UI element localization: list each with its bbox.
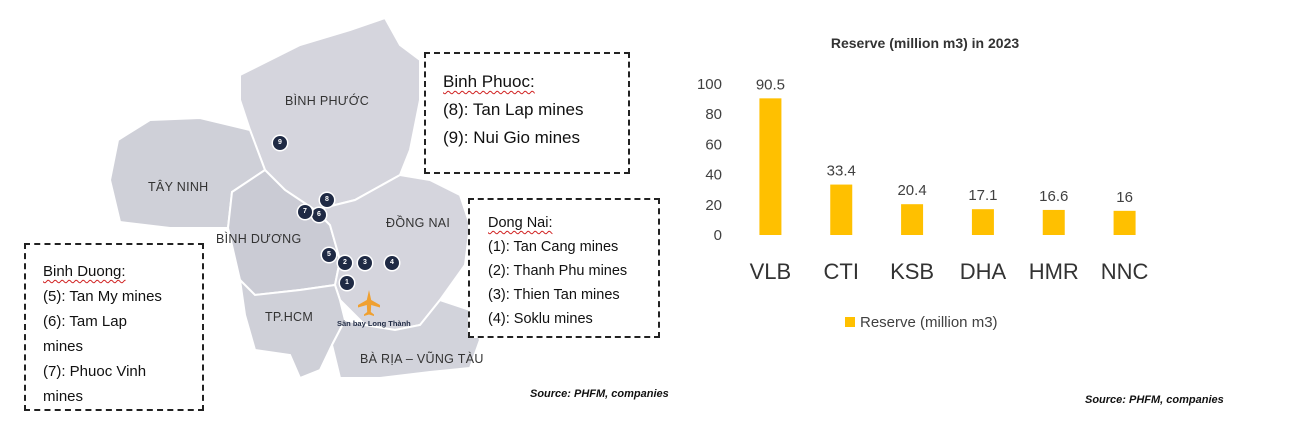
airport-label: Sân bay Long Thành <box>337 319 411 328</box>
region-label-tay-ninh: TÂY NINH <box>148 180 209 194</box>
category-label: NNC <box>1101 259 1149 284</box>
mine-marker-5: 5 <box>322 248 336 262</box>
bar-series: 90.5 33.4 20.4 17.1 16.6 16 <box>756 76 1136 235</box>
mine-marker-8: 8 <box>320 193 334 207</box>
mine-marker-4: 4 <box>385 256 399 270</box>
bar-hmr <box>1042 209 1065 235</box>
legend-dong-nai-item: (3): Thien Tan mines <box>488 287 620 303</box>
region-label-ba-ria-vung-tau: BÀ RỊA – VŨNG TÀU <box>360 352 484 366</box>
y-tick-label: 60 <box>705 136 722 153</box>
legend-binh-duong-line: mines <box>43 338 84 355</box>
legend-swatch <box>845 317 855 327</box>
y-tick-label: 40 <box>705 167 722 184</box>
y-tick-label: 20 <box>705 197 722 214</box>
legend-binh-phuoc-title: Binh Phuoc: <box>443 72 535 91</box>
region-label-dong-nai: ĐỒNG NAI <box>386 216 451 230</box>
region-label-binh-duong: BÌNH DƯƠNG <box>216 232 302 246</box>
bar-vlb <box>759 98 782 235</box>
mine-marker-6: 6 <box>312 208 326 222</box>
legend-dong-nai-item: (4): Soklu mines <box>488 311 593 327</box>
data-label: 90.5 <box>756 76 785 93</box>
bar-cti <box>830 184 853 235</box>
region-ba-ria-vung-tau <box>330 298 482 379</box>
legend-binh-duong-line: mines <box>43 388 84 405</box>
legend-binh-duong-line: (5): Tan My mines <box>43 288 162 305</box>
legend-label: Reserve (million m3) <box>860 314 998 331</box>
data-label: 16 <box>1116 189 1133 206</box>
mine-marker-7: 7 <box>298 205 312 219</box>
legend-binh-duong-line: (7): Phuoc Vinh <box>43 363 147 380</box>
legend-binh-duong-title: Binh Duong: <box>43 263 126 280</box>
x-axis: VLB CTI KSB DHA HMR NNC <box>750 259 1149 284</box>
legend-dong-nai-item: (2): Thanh Phu mines <box>488 263 628 279</box>
y-tick-label: 80 <box>705 106 722 123</box>
bar-ksb <box>901 204 924 235</box>
province-map-shapes <box>108 16 482 380</box>
bar-nnc <box>1113 210 1136 235</box>
data-label: 17.1 <box>968 187 997 204</box>
legend-binh-duong-line: (6): Tam Lap <box>43 313 127 330</box>
legend-dong-nai-title: Dong Nai: <box>488 215 553 231</box>
data-label: 33.4 <box>827 163 856 180</box>
category-label: HMR <box>1029 259 1079 284</box>
y-tick-label: 0 <box>714 227 722 244</box>
region-label-tphcm: TP.HCM <box>265 310 314 324</box>
legend-dong-nai-item: (1): Tan Cang mines <box>488 239 619 255</box>
category-label: DHA <box>960 259 1007 284</box>
mine-marker-2: 2 <box>338 256 352 270</box>
mine-marker-9: 9 <box>273 136 287 150</box>
region-label-binh-phuoc: BÌNH PHƯỚC <box>285 94 370 108</box>
data-label: 20.4 <box>897 182 926 199</box>
legend-binh-duong: Binh Duong: (5): Tan My mines (6): Tam L… <box>24 243 204 411</box>
airplane-icon <box>358 290 380 316</box>
y-tick-label: 100 <box>697 76 722 93</box>
legend-dong-nai: Dong Nai: (1): Tan Cang mines (2): Thanh… <box>468 198 660 338</box>
mine-marker-1: 1 <box>340 276 354 290</box>
region-tphcm <box>238 277 347 380</box>
chart-legend: Reserve (million m3) <box>845 314 998 331</box>
bar-dha <box>971 209 994 235</box>
chart-source-note: Source: PHFM, companies <box>1085 394 1224 406</box>
chart-title: Reserve (million m3) in 2023 <box>831 35 1020 51</box>
map-source-note: Source: PHFM, companies <box>530 388 669 400</box>
legend-binh-phuoc-item: (8): Tan Lap mines <box>443 100 584 119</box>
category-label: KSB <box>890 259 934 284</box>
mine-location-map: BÌNH PHƯỚC TÂY NINH BÌNH DƯƠNG ĐỒNG NAI … <box>24 16 669 411</box>
legend-binh-phuoc: Binh Phuoc: (8): Tan Lap mines (9): Nui … <box>424 52 630 174</box>
y-axis: 0 20 40 60 80 100 <box>697 76 722 244</box>
category-label: VLB <box>750 259 792 284</box>
mine-marker-3: 3 <box>358 256 372 270</box>
data-label: 16.6 <box>1039 188 1068 205</box>
legend-binh-phuoc-item: (9): Nui Gio mines <box>443 128 580 147</box>
category-label: CTI <box>824 259 859 284</box>
reserve-bar-chart: Reserve (million m3) in 2023 0 20 40 60 80 10… <box>697 35 1149 331</box>
